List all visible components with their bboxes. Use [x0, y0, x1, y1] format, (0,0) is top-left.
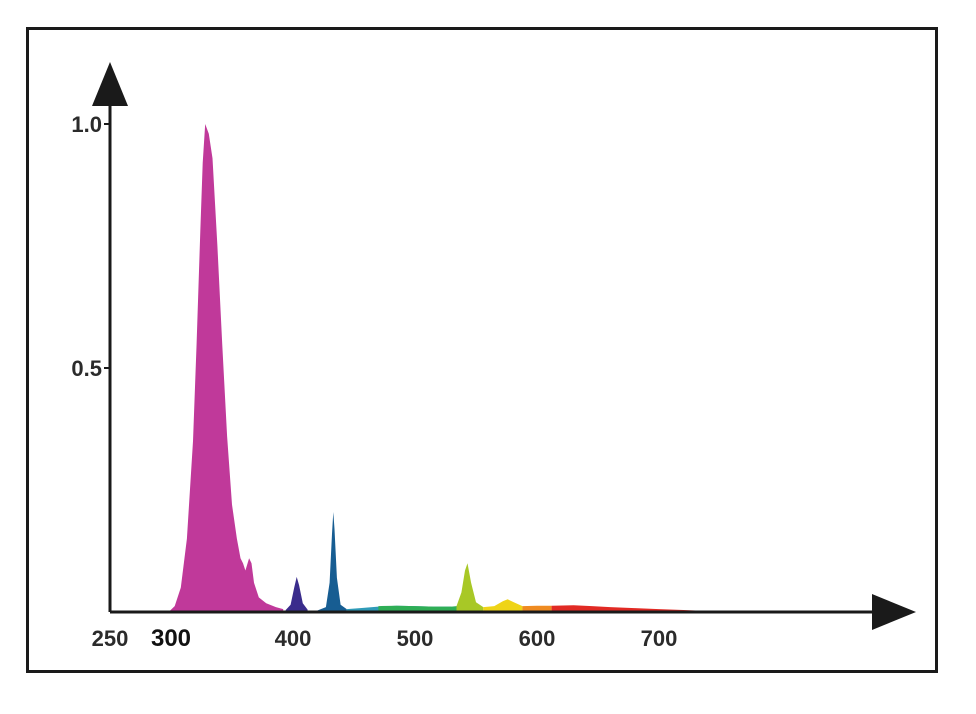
y-axis-arrow-icon — [92, 62, 128, 106]
x-axis-arrow-icon — [872, 594, 916, 630]
x-tick-label-700: 700 — [641, 626, 678, 651]
series-area-6 — [483, 599, 523, 612]
series-area-0 — [168, 124, 284, 612]
tick-layer: 250 300 400 500 600 700 0.5 1.0 — [71, 112, 677, 652]
x-tick-label-500: 500 — [397, 626, 434, 651]
series-area-7 — [522, 605, 552, 612]
series-area-5 — [456, 563, 484, 612]
x-tick-label-600: 600 — [519, 626, 556, 651]
y-tick-label-0.5: 0.5 — [71, 356, 102, 381]
series-area-1 — [285, 576, 308, 612]
x-tick-label-400: 400 — [275, 626, 312, 651]
x-tick-label-250: 250 — [92, 626, 129, 651]
y-tick-label-1.0: 1.0 — [71, 112, 102, 137]
chart-frame — [26, 27, 938, 673]
axes-layer — [92, 62, 916, 630]
series-layer — [168, 124, 708, 612]
series-area-2 — [317, 512, 347, 612]
series-area-8 — [551, 605, 708, 612]
series-area-4 — [378, 605, 457, 612]
x-tick-label-300: 300 — [151, 625, 191, 652]
